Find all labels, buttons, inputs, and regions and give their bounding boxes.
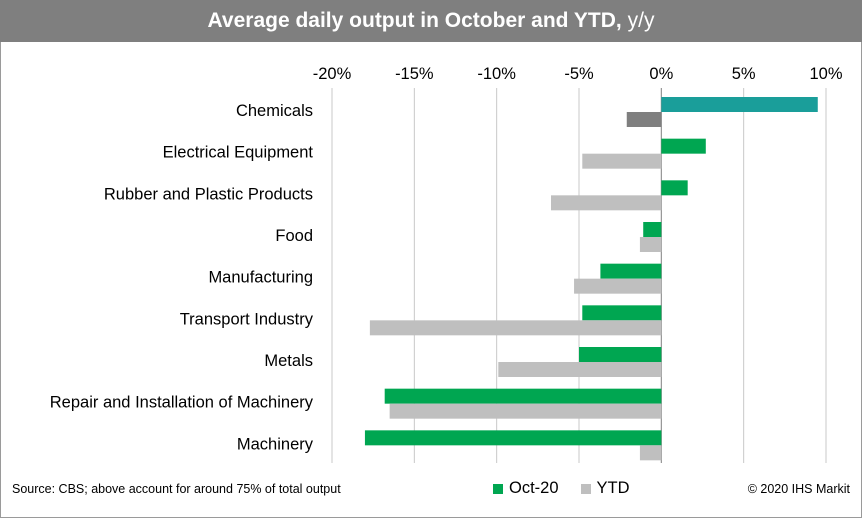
copyright: © 2020 IHS Markit	[747, 482, 850, 496]
x-tick-label: 5%	[732, 65, 756, 83]
bar-oct20	[643, 222, 662, 237]
category-labels: Chemicals Electrical Equipment Rubber and …	[50, 102, 314, 453]
bar-oct20	[384, 388, 662, 404]
category-label: Food	[275, 227, 313, 245]
bar-ytd	[582, 153, 662, 169]
legend: Oct-20 YTD	[493, 479, 652, 498]
chart-title-main: Average daily output in October and YTD,	[207, 9, 622, 32]
category-label: Transport Industry	[180, 310, 314, 328]
legend-swatch-oct20	[493, 483, 503, 494]
bar-oct20	[661, 180, 688, 196]
title-bar	[0, 0, 862, 42]
x-tick-label: -10%	[477, 65, 516, 83]
legend-label-oct20: Oct-20	[509, 479, 559, 497]
x-tick-label: 0%	[649, 65, 673, 83]
bar-ytd	[551, 195, 662, 211]
bar-oct20	[661, 138, 706, 154]
category-label: Chemicals	[236, 102, 313, 120]
source-note: Source: CBS; above account for around 75…	[12, 482, 341, 496]
category-label: Manufacturing	[208, 269, 313, 287]
bar-ytd	[369, 320, 662, 336]
category-label: Machinery	[237, 435, 314, 453]
chart-title: Average daily output in October and YTD,…	[0, 0, 862, 42]
x-tick-labels: -20% -15% -10% -5% 0% 5% 10%	[313, 65, 843, 83]
chart-title-suffix: y/y	[627, 9, 655, 32]
bar-ytd	[626, 112, 662, 127]
bar-oct20	[579, 347, 662, 362]
category-label: Repair and Installation of Machinery	[50, 394, 314, 412]
category-label: Rubber and Plastic Products	[104, 185, 313, 203]
bars	[364, 97, 818, 461]
category-label: Electrical Equipment	[163, 144, 314, 162]
bar-oct20	[661, 97, 818, 112]
legend-item-oct20: Oct-20	[493, 479, 559, 498]
legend-label-ytd: YTD	[596, 479, 630, 497]
x-tick-label: -5%	[564, 65, 594, 83]
bar-ytd	[639, 237, 662, 252]
bar-oct20	[582, 305, 662, 321]
bar-oct20	[600, 263, 662, 279]
bar-ytd	[498, 362, 662, 377]
legend-item-ytd: YTD	[580, 479, 630, 498]
category-label: Metals	[264, 352, 313, 370]
x-tick-label: 10%	[809, 65, 842, 83]
legend-swatch-ytd	[580, 483, 591, 494]
bar-ytd	[639, 445, 662, 461]
bar-ytd	[389, 403, 662, 419]
bar-oct20	[364, 430, 662, 446]
x-tick-label: -20%	[313, 65, 352, 83]
bar-ytd	[574, 278, 662, 294]
x-tick-label: -15%	[395, 65, 434, 83]
